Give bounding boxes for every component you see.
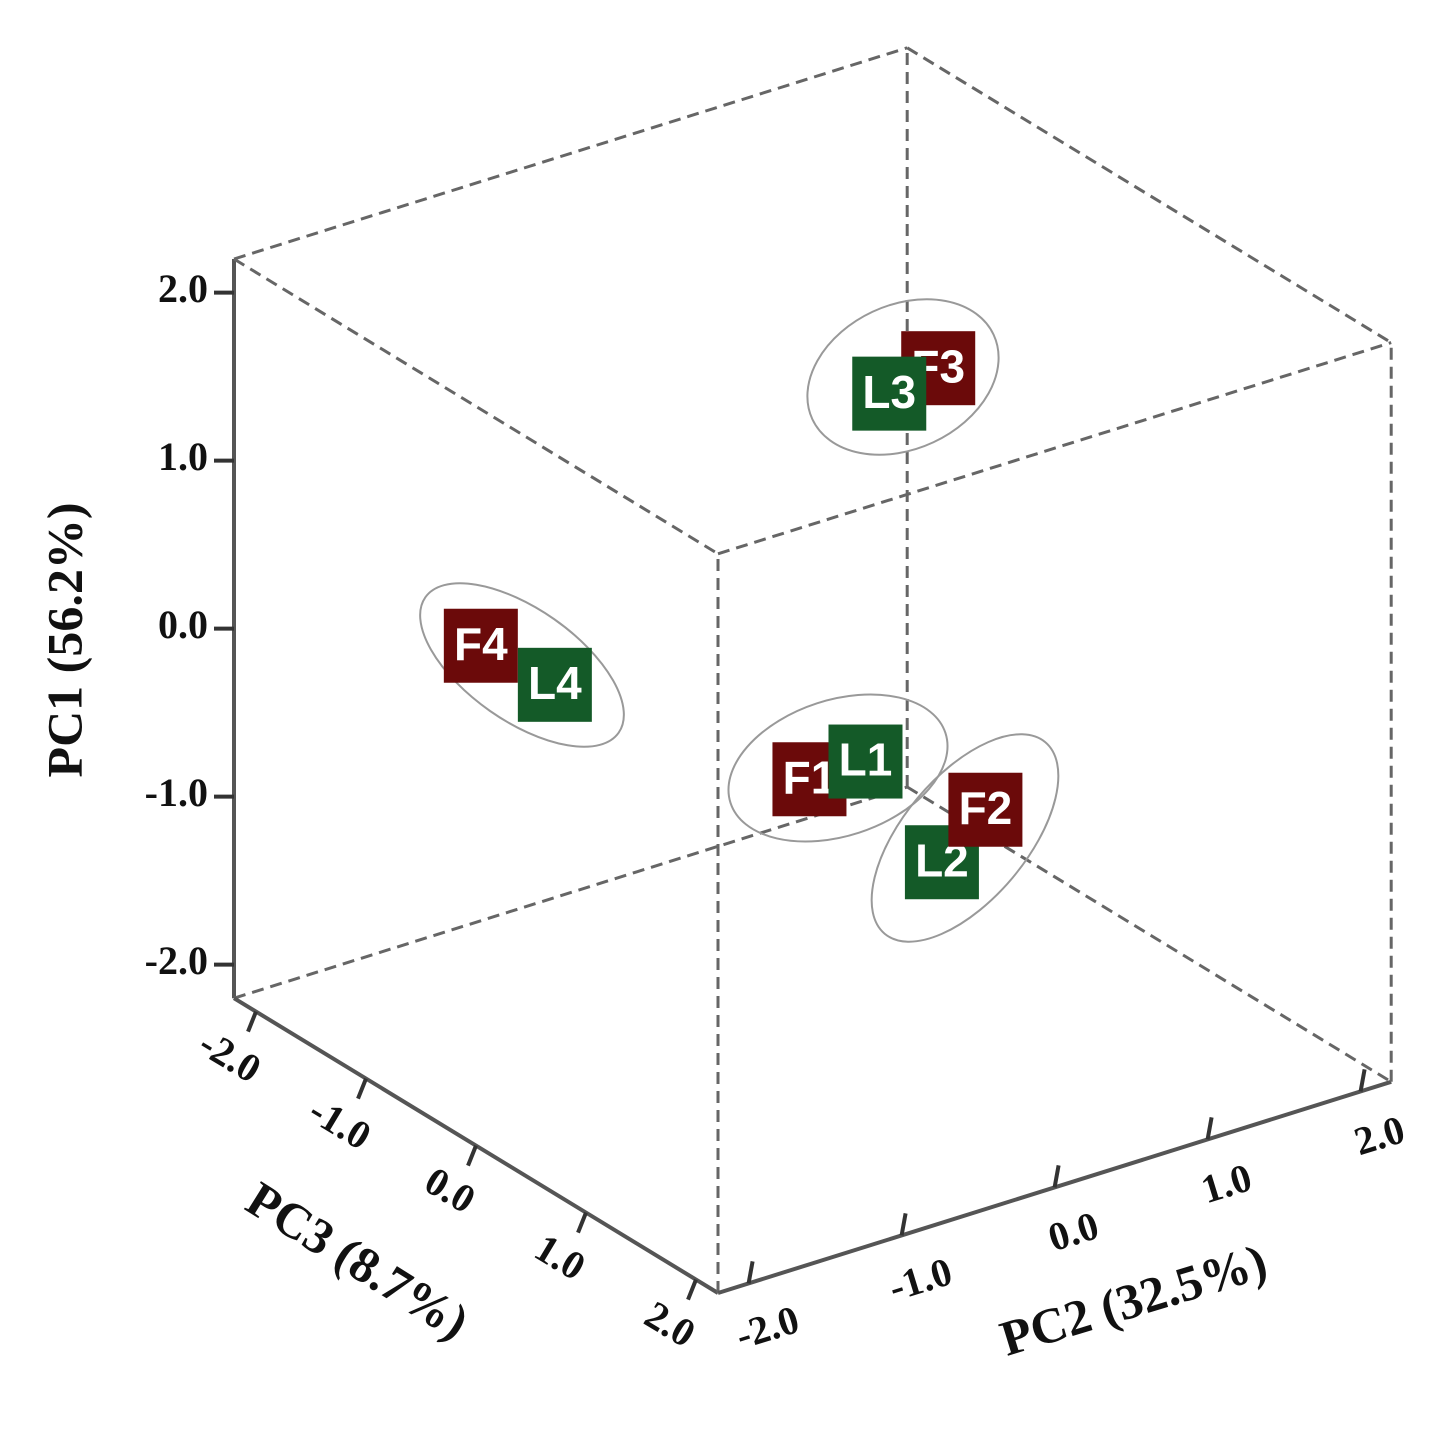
group-ellipse bbox=[806, 298, 1000, 456]
group-ellipse bbox=[419, 582, 625, 748]
tick-label: 0.0 bbox=[1043, 1202, 1104, 1260]
tick-mark bbox=[576, 1211, 588, 1234]
point-box bbox=[948, 772, 1023, 847]
point-label: L4 bbox=[528, 657, 582, 709]
cube-edge bbox=[906, 46, 1392, 344]
point-box bbox=[852, 356, 927, 431]
group-ellipse bbox=[727, 693, 949, 843]
cube-edge bbox=[717, 341, 1392, 556]
tick-label: 0.0 bbox=[417, 1158, 483, 1222]
tick-mark bbox=[746, 1261, 755, 1284]
tick-label: -1.0 bbox=[883, 1248, 957, 1310]
tick-mark bbox=[246, 1010, 258, 1033]
cube-edge bbox=[233, 46, 908, 261]
cube-edge bbox=[233, 257, 719, 556]
axis-title: PC2 (32.5%) bbox=[994, 1233, 1273, 1367]
cube-edge bbox=[233, 785, 908, 1000]
tick-label: 2.0 bbox=[637, 1292, 703, 1356]
tick-label: -1.0 bbox=[301, 1087, 378, 1158]
tick-mark bbox=[1205, 1117, 1214, 1140]
point-box bbox=[443, 608, 518, 683]
point-label: F2 bbox=[959, 782, 1013, 834]
tick-label: 1.0 bbox=[527, 1225, 593, 1289]
point-label: L3 bbox=[862, 366, 916, 418]
tick-mark bbox=[466, 1144, 478, 1167]
axis-title: PC1 (56.2%) bbox=[36, 503, 92, 778]
y-tick-label: 0.0 bbox=[158, 602, 208, 647]
point-box bbox=[828, 724, 903, 799]
group-ellipse bbox=[870, 733, 1060, 943]
point-box bbox=[517, 647, 592, 722]
y-tick-label: -2.0 bbox=[145, 938, 208, 983]
tick-label: -2.0 bbox=[191, 1020, 268, 1091]
tick-mark bbox=[899, 1213, 908, 1236]
group-ellipses bbox=[419, 298, 1060, 943]
y-tick-label: -1.0 bbox=[145, 770, 208, 815]
y-tick-label: 2.0 bbox=[158, 266, 208, 311]
tick-label: 2.0 bbox=[1349, 1106, 1410, 1164]
point-label: F1 bbox=[783, 751, 837, 803]
tick-mark bbox=[1358, 1069, 1367, 1092]
cube bbox=[214, 46, 1393, 1301]
tick-label: -2.0 bbox=[730, 1296, 804, 1358]
tick-label: 1.0 bbox=[1196, 1154, 1257, 1212]
point-label: L1 bbox=[839, 734, 893, 786]
tick-mark bbox=[1052, 1165, 1061, 1188]
point-label: F4 bbox=[454, 618, 508, 670]
tick-mark bbox=[686, 1278, 698, 1301]
tick-mark bbox=[356, 1077, 368, 1100]
y-tick-label: 1.0 bbox=[158, 434, 208, 479]
